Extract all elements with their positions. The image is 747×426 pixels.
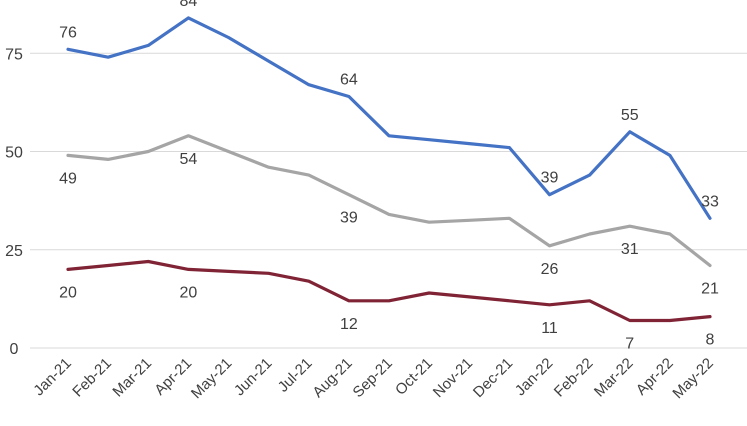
x-tick-label: Sep-21 bbox=[350, 355, 396, 401]
data-label: 8 bbox=[706, 332, 715, 349]
data-label: 11 bbox=[541, 320, 558, 337]
data-labels: 76 84 64 39 55 33 49 54 39 26 31 21 20 20 12 11 7 8 bbox=[59, 0, 719, 352]
data-label: 12 bbox=[340, 316, 358, 333]
data-label: 64 bbox=[340, 71, 358, 88]
data-label: 54 bbox=[179, 151, 197, 168]
gridlines bbox=[30, 52, 747, 349]
x-tick-label: Nov-21 bbox=[430, 355, 476, 401]
data-label: 84 bbox=[179, 0, 197, 10]
y-axis-ticks: 0 25 50 75 bbox=[5, 46, 23, 358]
x-tick-label: Oct-21 bbox=[392, 355, 436, 399]
data-label: 31 bbox=[621, 241, 639, 258]
data-label: 39 bbox=[541, 170, 559, 187]
series-line-3 bbox=[66, 259, 712, 323]
x-tick-label: Jun-21 bbox=[231, 355, 275, 399]
y-tick-label: 75 bbox=[5, 46, 23, 63]
data-label: 49 bbox=[59, 170, 77, 187]
x-tick-label: Dec-21 bbox=[470, 355, 516, 401]
x-tick-label: Feb-22 bbox=[551, 355, 597, 401]
data-label: 33 bbox=[701, 193, 719, 210]
data-label: 76 bbox=[59, 24, 77, 41]
x-tick-label: Jan-22 bbox=[512, 355, 556, 399]
y-tick-label: 25 bbox=[5, 243, 23, 260]
data-label: 20 bbox=[59, 284, 77, 301]
data-label: 20 bbox=[179, 284, 197, 301]
x-tick-label: May-21 bbox=[188, 355, 235, 402]
x-tick-label: Mar-21 bbox=[109, 355, 155, 401]
data-label: 21 bbox=[701, 280, 719, 297]
x-tick-label: Feb-21 bbox=[69, 355, 115, 401]
series-line-2 bbox=[66, 134, 712, 268]
x-tick-label: Aug-21 bbox=[309, 355, 355, 401]
data-label: 7 bbox=[625, 335, 634, 352]
y-tick-label: 50 bbox=[5, 145, 23, 162]
data-label: 26 bbox=[541, 261, 559, 278]
data-label: 39 bbox=[340, 210, 358, 227]
x-tick-label: May-22 bbox=[669, 355, 716, 402]
y-tick-label: 0 bbox=[10, 341, 19, 358]
x-tick-label: Jan-21 bbox=[30, 355, 74, 399]
series-line-1 bbox=[66, 16, 712, 220]
series-lines bbox=[66, 16, 712, 323]
x-tick-label: Mar-22 bbox=[591, 355, 637, 401]
data-label: 55 bbox=[621, 107, 639, 124]
